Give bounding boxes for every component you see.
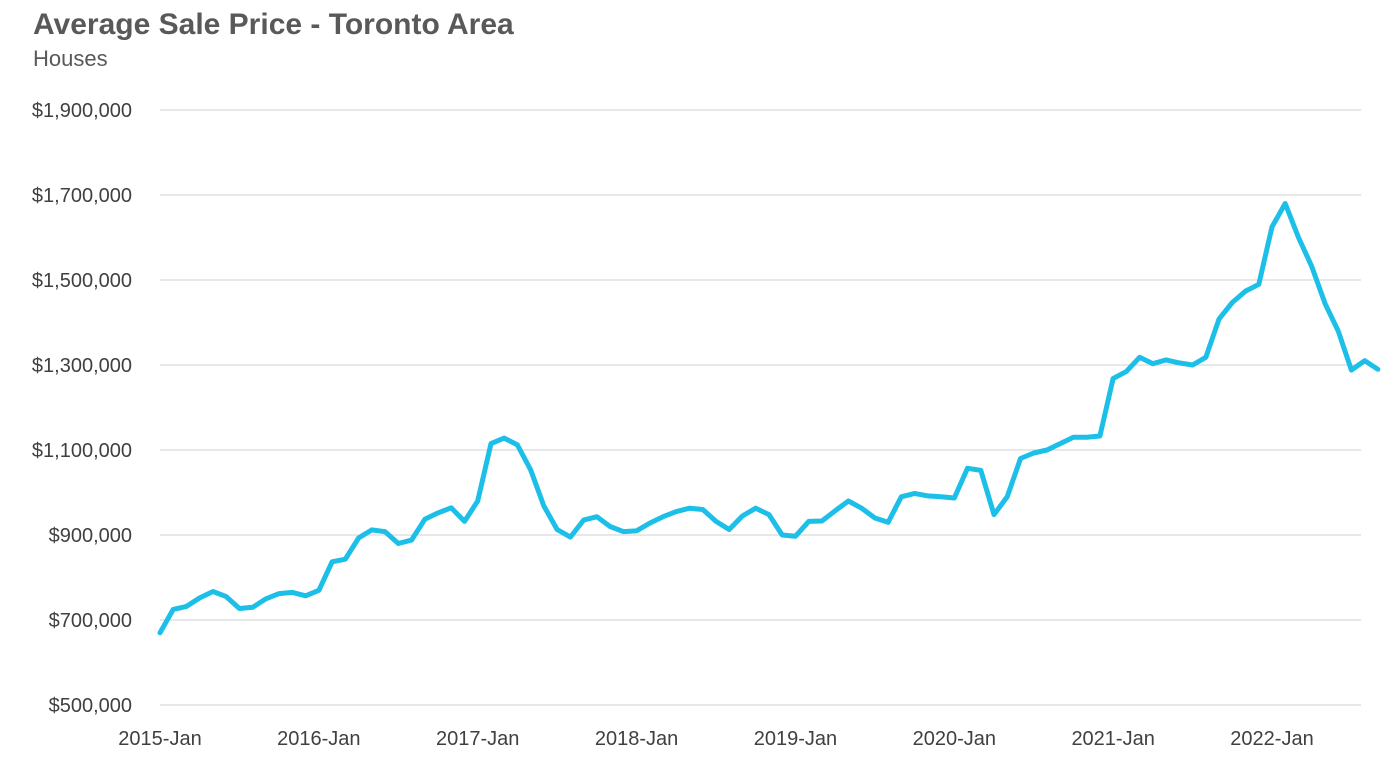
chart-title: Average Sale Price - Toronto Area — [33, 8, 514, 41]
x-tick-label: 2015-Jan — [118, 728, 201, 750]
x-tick-label: 2022-Jan — [1230, 728, 1313, 750]
x-tick-label: 2018-Jan — [595, 728, 678, 750]
y-tick-label: $1,300,000 — [32, 355, 132, 377]
x-tick-label: 2017-Jan — [436, 728, 519, 750]
chart-subtitle: Houses — [33, 46, 108, 71]
gridlines — [160, 109, 1361, 706]
series-line-houses — [157, 201, 1381, 636]
x-axis-tick-labels: 2015-Jan 2016-Jan 2017-Jan 2018-Jan 2019-Jan… — [118, 728, 1313, 750]
y-axis-tick-labels: $500,000 $700,000 $900,000 $1,100,000 $1,300… — [32, 100, 132, 717]
y-tick-label: $1,700,000 — [32, 185, 132, 207]
y-tick-label: $1,500,000 — [32, 270, 132, 292]
series-group — [157, 201, 1381, 636]
x-tick-label: 2019-Jan — [754, 728, 837, 750]
x-tick-label: 2020-Jan — [913, 728, 996, 750]
x-tick-label: 2021-Jan — [1071, 728, 1154, 750]
x-tick-label: 2016-Jan — [277, 728, 360, 750]
y-tick-label: $1,900,000 — [32, 100, 132, 122]
y-tick-label: $1,100,000 — [32, 440, 132, 462]
y-tick-label: $500,000 — [49, 695, 132, 717]
y-tick-label: $700,000 — [49, 610, 132, 632]
y-tick-label: $900,000 — [49, 525, 132, 547]
